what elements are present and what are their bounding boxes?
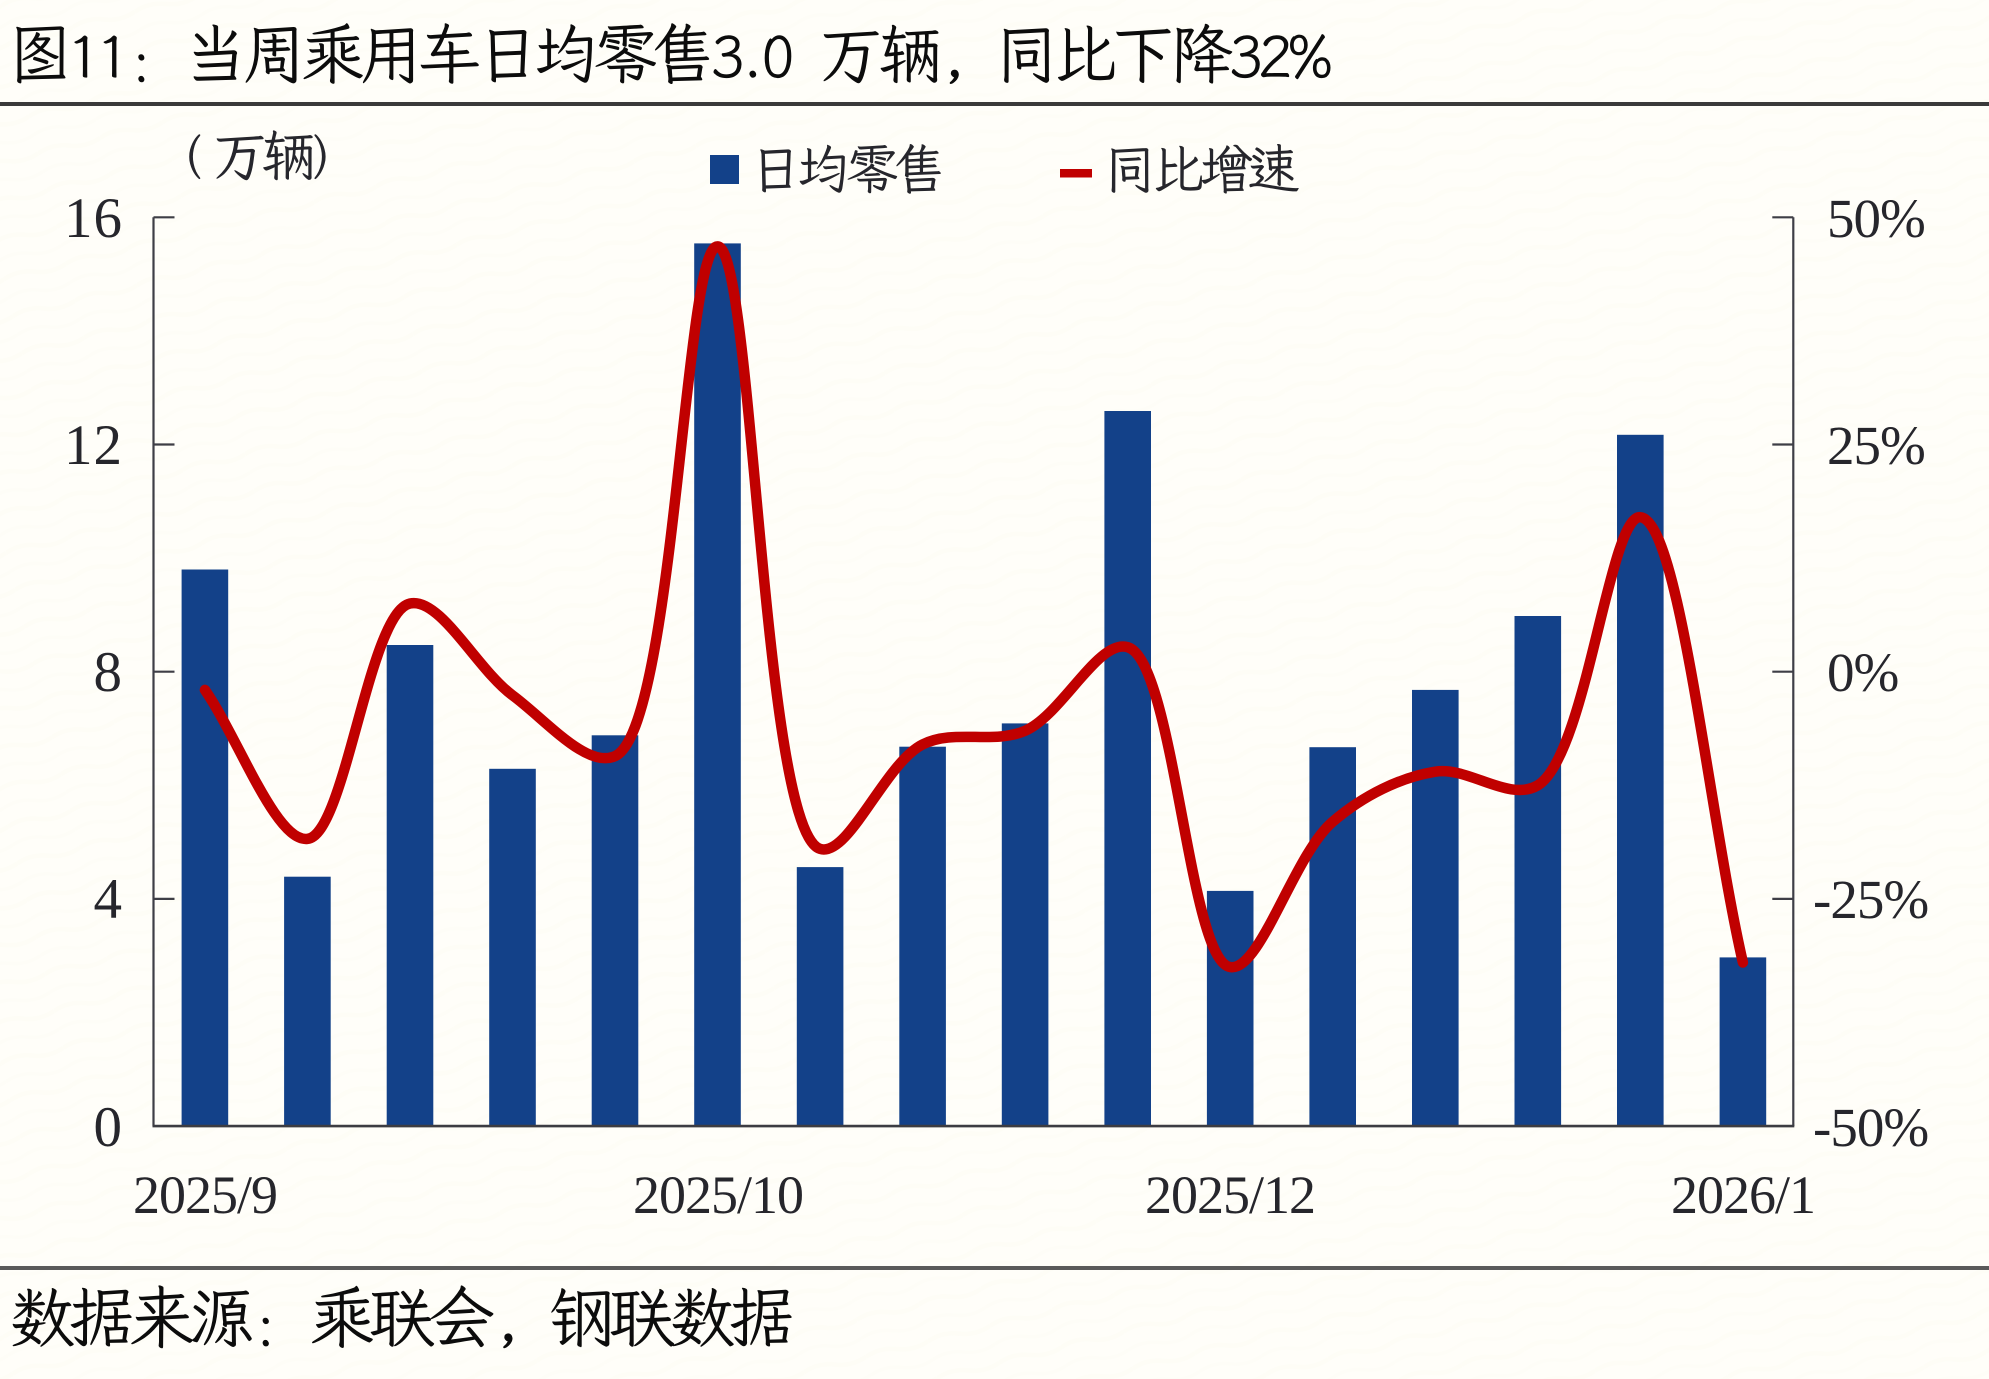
svg-text:2025/10: 2025/10 (633, 1165, 803, 1225)
svg-text:12: 12 (64, 414, 123, 477)
svg-text:4: 4 (94, 868, 124, 931)
svg-text:2025/9: 2025/9 (133, 1165, 277, 1225)
svg-text:-25%: -25% (1813, 869, 1928, 930)
svg-text:2025/12: 2025/12 (1145, 1165, 1315, 1225)
svg-text:50%: 50% (1827, 188, 1925, 249)
svg-text:25%: 25% (1827, 415, 1925, 476)
svg-text:0: 0 (94, 1096, 124, 1159)
svg-text:0%: 0% (1827, 642, 1898, 703)
svg-text:2026/1: 2026/1 (1671, 1165, 1815, 1225)
svg-text:-50%: -50% (1813, 1097, 1928, 1158)
svg-text:16: 16 (64, 187, 123, 250)
svg-text:8: 8 (94, 641, 124, 704)
